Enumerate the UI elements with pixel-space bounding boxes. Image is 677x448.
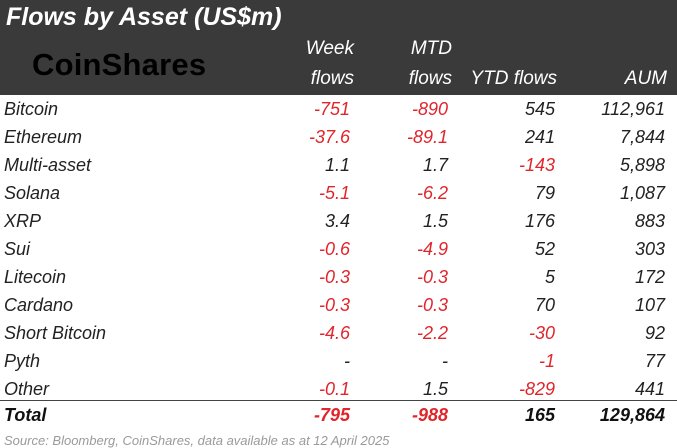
asset-name: Sui (4, 239, 31, 259)
asset-rows: Bitcoin -751 -890 545 112,961 Ethereum -… (0, 95, 677, 403)
asset-name: Short Bitcoin (4, 323, 107, 343)
aum-value: 883 (634, 211, 665, 231)
week-flows-value: -0.3 (318, 267, 350, 287)
mtd-flows-value: - (442, 351, 448, 371)
mtd-flows-value: -0.3 (416, 267, 448, 287)
ytd-flows-value: 545 (524, 99, 555, 119)
total-aum: 129,864 (599, 405, 665, 425)
week-flows-value: -0.1 (318, 379, 350, 399)
ytd-flows-value: -1 (538, 351, 555, 371)
asset-name: Multi-asset (4, 155, 92, 175)
ytd-flows-value: -143 (518, 155, 555, 175)
mtd-flows-value: 1.7 (422, 155, 448, 175)
header-ytd-flows: YTD flows (470, 68, 557, 89)
aum-value: 107 (634, 295, 665, 315)
asset-name: Solana (4, 183, 61, 203)
header-week-line1: Week (305, 38, 354, 59)
header-mtd-line1: MTD (410, 38, 452, 59)
aum-value: 5,898 (619, 155, 665, 175)
asset-name: XRP (4, 211, 42, 231)
week-flows-value: 3.4 (324, 211, 350, 231)
mtd-flows-value: -4.9 (416, 239, 448, 259)
asset-name: Ethereum (4, 127, 83, 147)
mtd-flows-value: 1.5 (422, 211, 448, 231)
asset-name: Bitcoin (4, 99, 59, 119)
ytd-flows-value: 5 (544, 267, 555, 287)
week-flows-value: -751 (313, 99, 350, 119)
table-title: Flows by Asset (US$m) (6, 3, 282, 31)
total-row: Total -795 -988 165 129,864 (0, 401, 677, 429)
aum-value: 112,961 (601, 99, 665, 119)
total-divider (0, 400, 677, 401)
aum-value: 303 (634, 239, 665, 259)
header-mtd-line2: flows (408, 68, 452, 89)
source-note: Source: Bloomberg, CoinShares, data avai… (4, 433, 390, 448)
table-row: XRP 3.4 1.5 176 883 (0, 207, 677, 235)
table-row: Short Bitcoin -4.6 -2.2 -30 92 (0, 319, 677, 347)
aum-value: 172 (634, 267, 665, 287)
week-flows-value: -5.1 (318, 183, 350, 203)
table-row: Other -0.1 1.5 -829 441 (0, 375, 677, 403)
week-flows-value: -0.3 (318, 295, 350, 315)
week-flows-value: 1.1 (324, 155, 350, 175)
aum-value: 77 (644, 351, 665, 371)
week-flows-value: - (344, 351, 350, 371)
table-row: Pyth - - -1 77 (0, 347, 677, 375)
mtd-flows-value: 1.5 (422, 379, 448, 399)
ytd-flows-value: 52 (534, 239, 555, 259)
mtd-flows-value: -89.1 (406, 127, 448, 147)
header-week-line2: flows (310, 68, 354, 89)
ytd-flows-value: -30 (528, 323, 555, 343)
header-mtd-flows: MTD flows (409, 37, 452, 91)
total-ytd-flows: 165 (524, 405, 555, 425)
week-flows-value: -4.6 (318, 323, 350, 343)
asset-name: Pyth (4, 351, 41, 371)
asset-name: Litecoin (4, 267, 67, 287)
week-flows-value: -0.6 (318, 239, 350, 259)
mtd-flows-value: -0.3 (416, 295, 448, 315)
table-row: Multi-asset 1.1 1.7 -143 5,898 (0, 151, 677, 179)
table-row: Sui -0.6 -4.9 52 303 (0, 235, 677, 263)
table-row: Cardano -0.3 -0.3 70 107 (0, 291, 677, 319)
ytd-flows-value: 241 (524, 127, 555, 147)
total-week-flows: -795 (313, 405, 350, 425)
week-flows-value: -37.6 (308, 127, 350, 147)
mtd-flows-value: -6.2 (416, 183, 448, 203)
total-mtd-flows: -988 (411, 405, 448, 425)
table-row: Solana -5.1 -6.2 79 1,087 (0, 179, 677, 207)
ytd-flows-value: 70 (534, 295, 555, 315)
table-row: Litecoin -0.3 -0.3 5 172 (0, 263, 677, 291)
aum-value: 92 (644, 323, 665, 343)
header-week-flows: Week flows (306, 37, 354, 91)
mtd-flows-value: -890 (411, 99, 448, 119)
table-row: Ethereum -37.6 -89.1 241 7,844 (0, 123, 677, 151)
asset-name: Cardano (4, 295, 74, 315)
ytd-flows-value: 79 (534, 183, 555, 203)
aum-value: 441 (634, 379, 665, 399)
ytd-flows-value: 176 (524, 211, 555, 231)
coinshares-logo: CoinShares (32, 47, 207, 82)
aum-value: 1,087 (619, 183, 665, 203)
total-label: Total (4, 405, 47, 425)
aum-value: 7,844 (619, 127, 665, 147)
mtd-flows-value: -2.2 (416, 323, 448, 343)
asset-name: Other (4, 379, 50, 399)
table-row: Bitcoin -751 -890 545 112,961 (0, 95, 677, 123)
ytd-flows-value: -829 (518, 379, 555, 399)
header-aum: AUM (624, 68, 667, 89)
table-header: Flows by Asset (US$m) CoinShares Week fl… (0, 0, 677, 95)
